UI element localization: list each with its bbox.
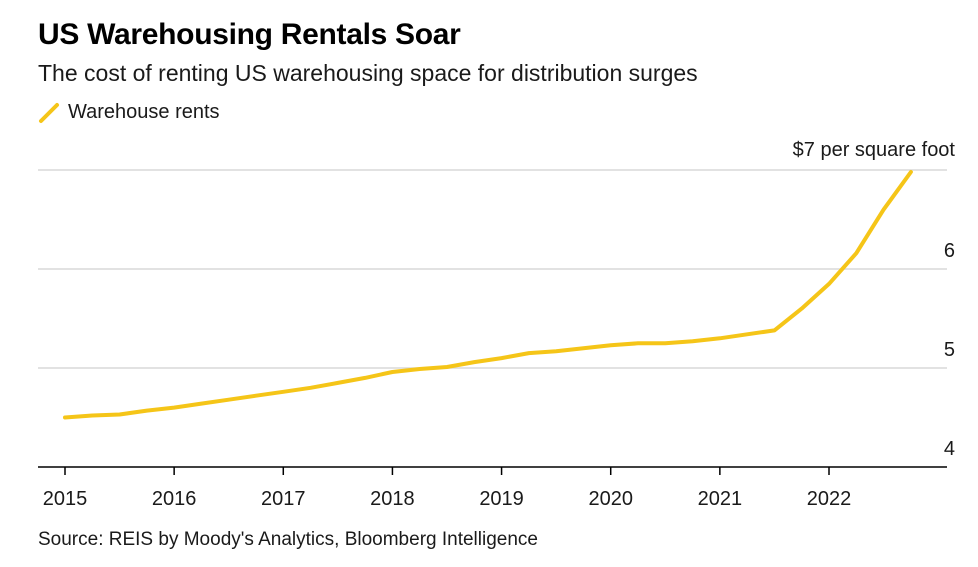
y-tick-label: $7 per square foot: [793, 139, 956, 161]
chart-title: US Warehousing Rentals Soar: [38, 18, 461, 51]
chart-subtitle: The cost of renting US warehousing space…: [38, 60, 698, 86]
source-note: Source: REIS by Moody's Analytics, Bloom…: [38, 529, 538, 550]
x-tick-label: 2019: [479, 488, 524, 510]
series-line-warehouse-rents: [63, 170, 913, 420]
y-tick-label: 6: [944, 240, 955, 262]
x-tick-label: 2020: [588, 488, 633, 510]
x-tick-label: 2017: [261, 488, 306, 510]
y-tick-label: 5: [944, 339, 955, 361]
x-tick-label: 2016: [152, 488, 197, 510]
x-tick-label: 2015: [43, 488, 88, 510]
x-tick-label: 2021: [698, 488, 743, 510]
legend-line-icon: [39, 102, 59, 123]
legend: Warehouse rents: [38, 101, 220, 124]
x-tick-label: 2018: [370, 488, 415, 510]
legend-label: Warehouse rents: [68, 101, 220, 123]
y-tick-label: 4: [944, 438, 955, 460]
x-tick-label: 2022: [807, 488, 852, 510]
